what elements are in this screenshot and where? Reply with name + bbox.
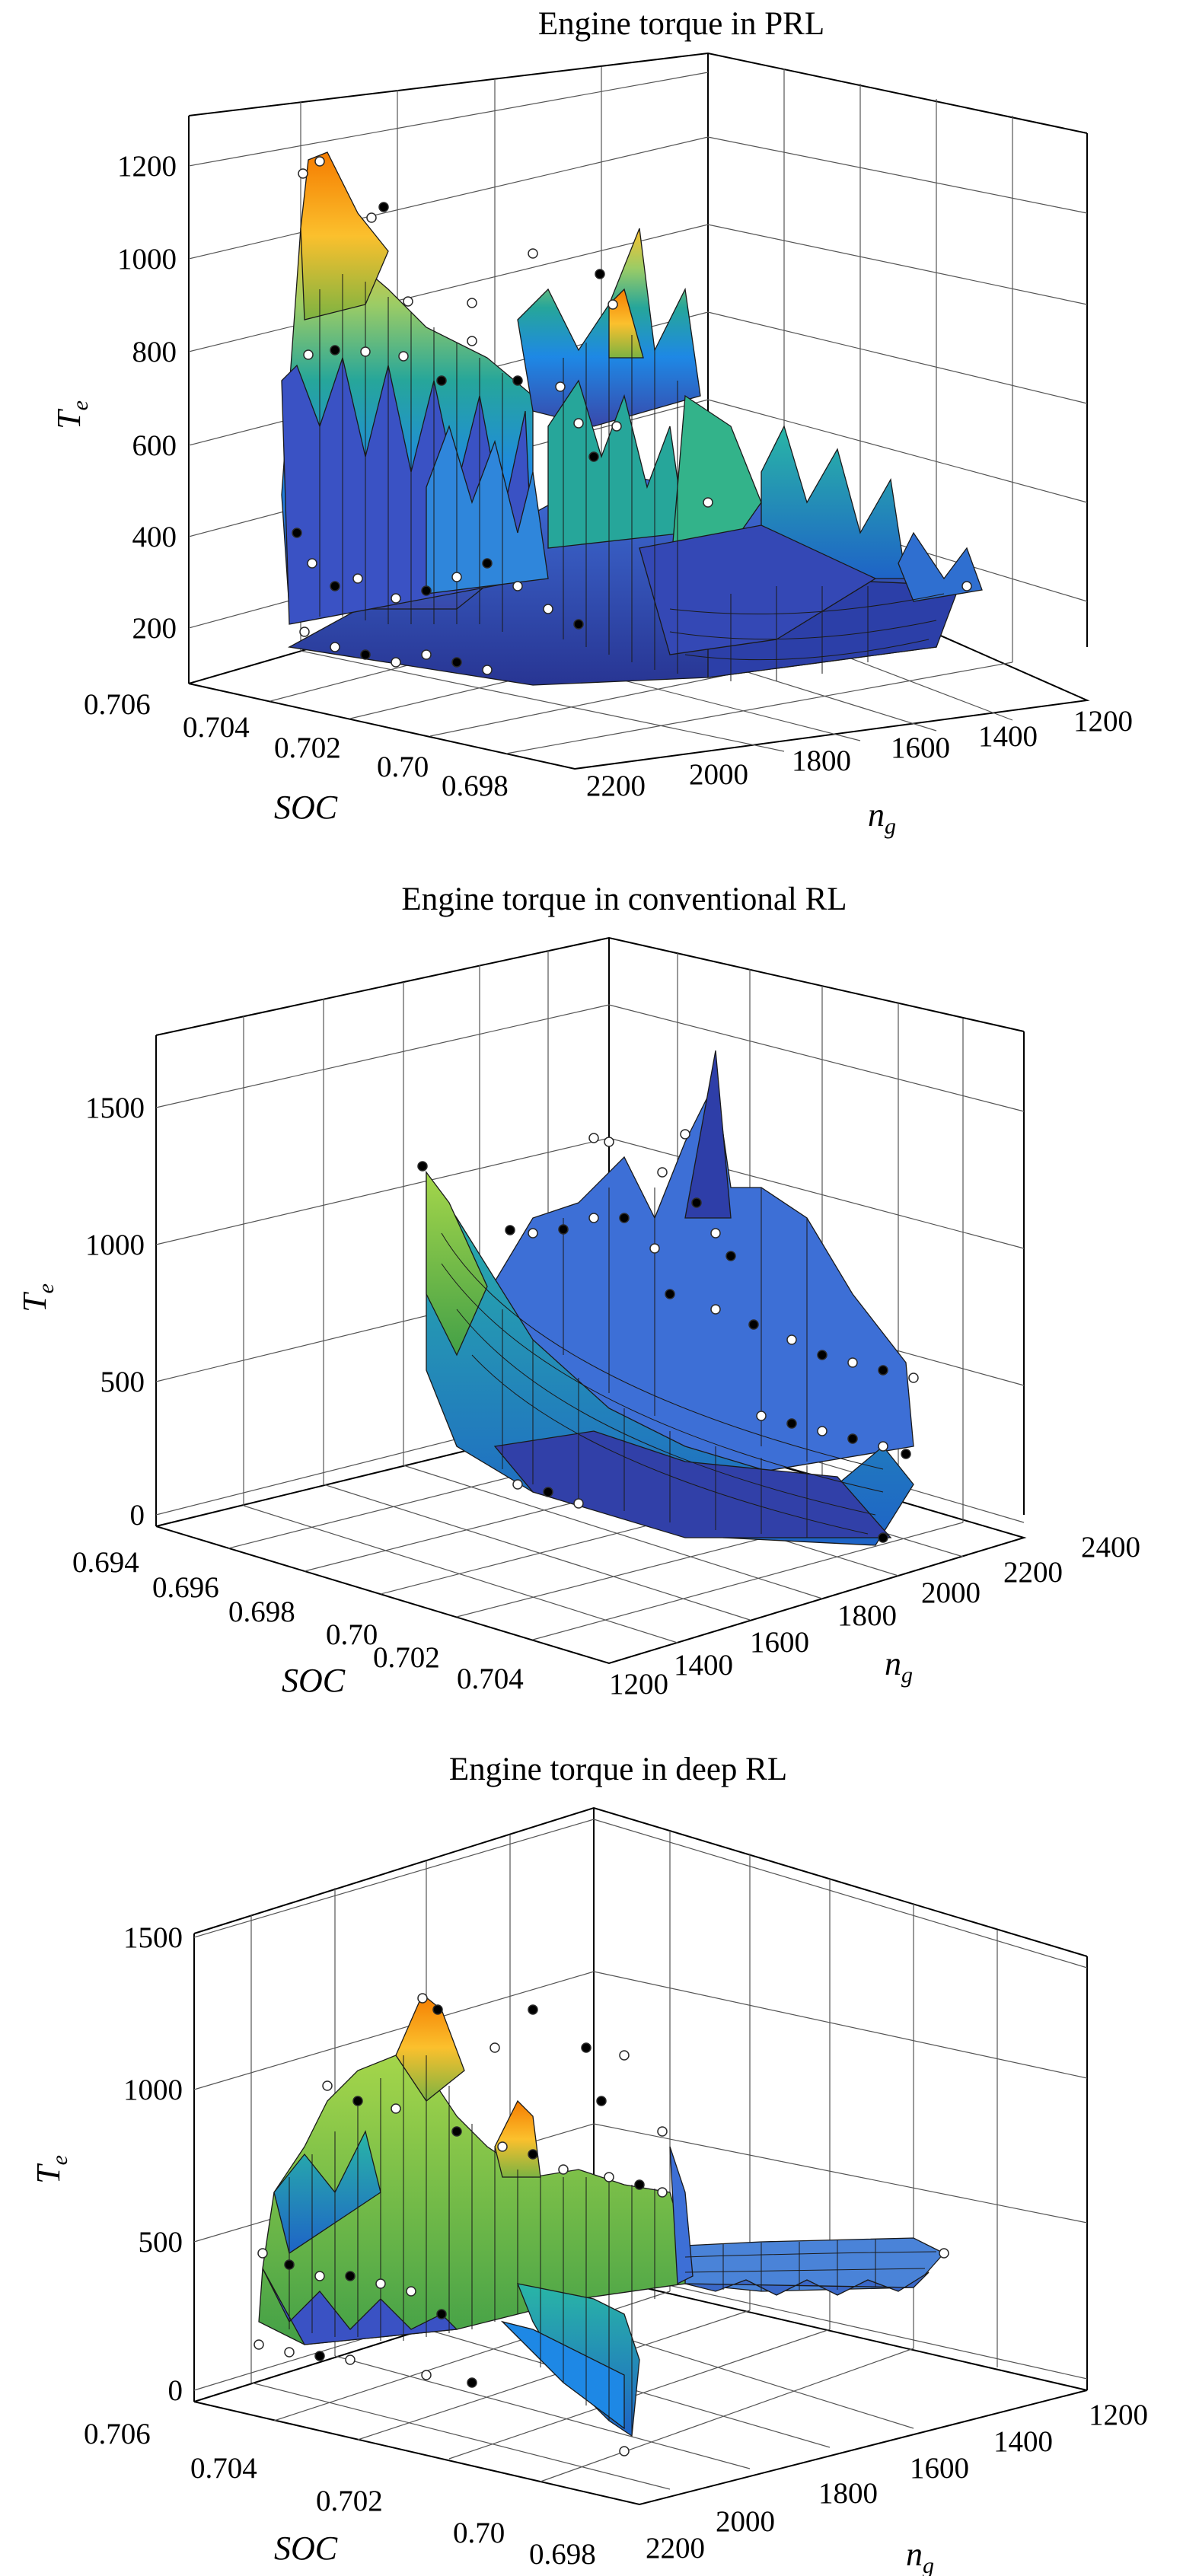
x-axis-label: SOC xyxy=(274,789,338,826)
y-tick: 1400 xyxy=(674,1649,733,1682)
x-ticks-deep: 0.706 0.704 0.702 0.70 0.698 xyxy=(84,2418,596,2571)
y-tick: 2000 xyxy=(716,2505,775,2538)
x-tick: 0.698 xyxy=(442,770,509,802)
z-axis-label: Te xyxy=(30,2155,72,2184)
surface-prl xyxy=(281,151,983,686)
axis-labels-conventional: Te SOC ng xyxy=(16,1283,913,1699)
x-tick: 0.704 xyxy=(183,711,250,744)
z-tick: 1000 xyxy=(117,243,177,276)
x-tick: 0.704 xyxy=(190,2452,257,2485)
z-tick: 500 xyxy=(100,1366,145,1398)
grid-conventional xyxy=(155,950,1025,1643)
axes-box-conventional xyxy=(155,936,1027,1665)
y-tick: 2400 xyxy=(1081,1531,1140,1564)
y-axis-label: ng xyxy=(868,796,896,839)
y-tick: 2200 xyxy=(646,2532,705,2565)
panel-title-conventional-rl: Engine torque in conventional RL xyxy=(401,882,847,917)
y-axis-label: ng xyxy=(906,2536,934,2576)
back-top-edges xyxy=(188,52,1088,134)
axis-labels-prl: Te SOC ng xyxy=(50,400,896,839)
x-tick: 0.706 xyxy=(84,688,151,721)
x-axis-label: SOC xyxy=(274,2530,338,2567)
z-tick: 1000 xyxy=(123,2074,183,2106)
z-tick: 1200 xyxy=(117,150,177,183)
y-axis-label: ng xyxy=(885,1645,913,1688)
y-tick: 1200 xyxy=(609,1668,668,1701)
x-axis-label: SOC xyxy=(282,1662,346,1699)
y-tick: 1800 xyxy=(792,744,851,777)
y-tick: 2200 xyxy=(1003,1556,1063,1589)
y-tick: 1600 xyxy=(910,2452,969,2485)
z-tick: 500 xyxy=(139,2226,183,2259)
y-ticks-deep: 2200 2000 1800 1600 1400 1200 xyxy=(646,2399,1148,2565)
x-tick: 0.704 xyxy=(457,1663,524,1695)
y-tick: 1800 xyxy=(818,2477,878,2510)
x-tick: 0.698 xyxy=(228,1596,295,1628)
y-tick: 1600 xyxy=(750,1626,809,1659)
x-tick: 0.698 xyxy=(529,2538,596,2571)
x-tick: 0.70 xyxy=(326,1618,378,1651)
y-tick: 1200 xyxy=(1073,705,1133,738)
y-ticks-prl: 2200 2000 1800 1600 1400 1200 xyxy=(586,705,1133,802)
z-tick: 0 xyxy=(130,1499,145,1532)
y-tick: 2200 xyxy=(586,770,646,802)
panel-title-deep-rl: Engine torque in deep RL xyxy=(449,1752,787,1787)
panel-title-prl: Engine torque in PRL xyxy=(538,6,824,42)
z-ticks-conventional: 0 500 1000 1500 xyxy=(85,1092,145,1532)
panel-prl: Engine torque in PRL xyxy=(50,6,1133,839)
y-tick: 2000 xyxy=(689,758,748,791)
z-tick: 1500 xyxy=(123,1921,183,1954)
z-tick: 1000 xyxy=(85,1229,145,1261)
y-tick: 2000 xyxy=(921,1577,981,1609)
y-tick: 1400 xyxy=(978,720,1038,753)
x-tick: 0.702 xyxy=(274,732,341,764)
x-tick: 0.70 xyxy=(377,751,429,783)
z-tick: 200 xyxy=(132,612,177,645)
x-tick: 0.696 xyxy=(152,1571,219,1604)
sample-markers-conventional xyxy=(417,1129,919,1543)
sample-markers-deep xyxy=(254,1993,949,2456)
z-ticks-prl: 200 400 600 800 1000 1200 xyxy=(117,150,177,645)
y-tick: 1200 xyxy=(1089,2399,1148,2431)
sample-markers-prl xyxy=(292,156,972,675)
y-ticks-conventional: 1200 1400 1600 1800 2000 2200 2400 xyxy=(609,1531,1140,1701)
x-tick: 0.694 xyxy=(72,1546,139,1579)
y-tick: 1800 xyxy=(837,1599,897,1632)
x-ticks-conventional: 0.694 0.696 0.698 0.70 0.702 0.704 xyxy=(72,1546,524,1695)
z-tick: 400 xyxy=(132,521,177,553)
surface-deep xyxy=(258,1993,945,2437)
y-tick: 1600 xyxy=(891,732,950,764)
z-tick: 0 xyxy=(168,2374,183,2407)
z-tick: 1500 xyxy=(85,1092,145,1124)
z-axis-label: Te xyxy=(16,1283,59,1312)
x-tick: 0.70 xyxy=(453,2517,505,2549)
panel-deep-rl: Engine torque in deep RL xyxy=(30,1752,1148,2576)
surface-conventional xyxy=(426,1050,914,1546)
z-ticks-deep: 0 500 1000 1500 xyxy=(123,1921,183,2407)
axis-labels-deep: Te SOC ng xyxy=(30,2155,934,2576)
panel-conventional-rl: Engine torque in conventional RL xyxy=(16,882,1140,1701)
z-axis-label: Te xyxy=(50,400,93,429)
x-tick: 0.702 xyxy=(316,2485,383,2517)
z-tick: 600 xyxy=(132,429,177,462)
x-tick: 0.702 xyxy=(373,1641,440,1674)
y-tick: 1400 xyxy=(993,2425,1053,2458)
z-tick: 800 xyxy=(132,336,177,368)
x-tick: 0.706 xyxy=(84,2418,151,2450)
x-ticks-prl: 0.706 0.704 0.702 0.70 0.698 xyxy=(84,688,509,802)
